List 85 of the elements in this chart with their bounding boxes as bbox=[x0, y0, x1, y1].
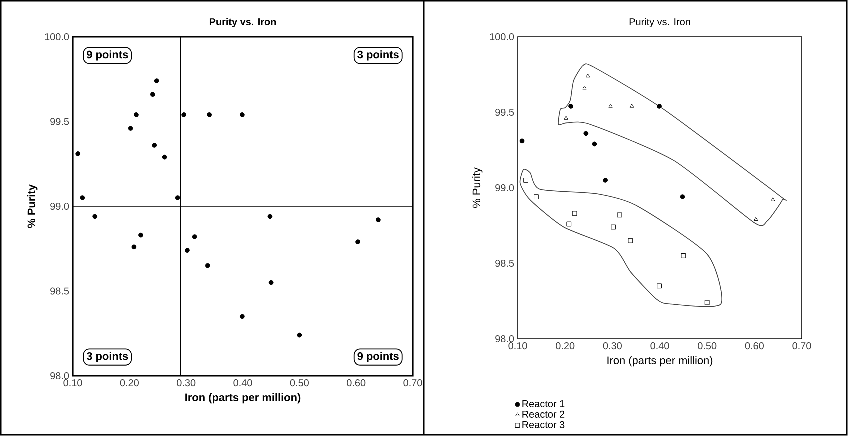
x-tick-label: 0.20 bbox=[120, 380, 139, 387]
x-tick-label: 0.40 bbox=[650, 342, 670, 350]
y-axis-title: % Purity bbox=[28, 184, 38, 228]
chart-title: Purity vs. Iron bbox=[630, 18, 690, 28]
point bbox=[152, 143, 158, 148]
point bbox=[534, 194, 539, 200]
point bbox=[770, 198, 776, 202]
point bbox=[584, 131, 589, 136]
point bbox=[657, 284, 662, 289]
point bbox=[162, 154, 168, 160]
point bbox=[268, 280, 274, 286]
point bbox=[356, 240, 360, 245]
point bbox=[80, 196, 86, 200]
annotation: 9 points bbox=[358, 352, 399, 362]
x-tick-label: 0.60 bbox=[347, 380, 366, 387]
y-tick-label: 98.5 bbox=[496, 260, 514, 268]
point bbox=[138, 232, 144, 238]
point bbox=[568, 104, 574, 109]
point bbox=[611, 224, 616, 230]
point bbox=[586, 74, 590, 78]
y-tick-label: 99.0 bbox=[50, 202, 70, 210]
x-tick-label: 0.10 bbox=[508, 342, 528, 350]
point bbox=[564, 116, 568, 120]
y-tick-label: 98.0 bbox=[50, 372, 70, 380]
point bbox=[205, 263, 210, 268]
point bbox=[268, 214, 273, 220]
point bbox=[520, 138, 525, 144]
x-tick-label: 0.70 bbox=[792, 342, 812, 350]
point bbox=[92, 214, 98, 220]
point bbox=[524, 178, 528, 183]
point bbox=[754, 217, 758, 222]
x-tick-label: 0.40 bbox=[234, 380, 252, 387]
point bbox=[128, 126, 134, 131]
x-tick-label: 0.60 bbox=[745, 342, 764, 350]
legend-label: Reactor 1 bbox=[522, 400, 565, 408]
x-tick-label: 0.50 bbox=[698, 342, 717, 350]
annotation: 9 points bbox=[87, 50, 128, 61]
point bbox=[154, 78, 160, 84]
point bbox=[175, 196, 180, 200]
point bbox=[704, 300, 710, 306]
point bbox=[185, 248, 190, 254]
point bbox=[566, 222, 572, 227]
point bbox=[297, 332, 302, 338]
x-tick-label: 0.50 bbox=[290, 380, 309, 387]
x-tick-label: 0.30 bbox=[603, 342, 622, 350]
point bbox=[376, 218, 381, 222]
x-tick-label: 0.30 bbox=[177, 380, 196, 387]
point bbox=[608, 104, 613, 108]
legend-label: Reactor 3 bbox=[522, 421, 565, 428]
y-tick-label: 99.0 bbox=[496, 184, 514, 192]
point bbox=[628, 238, 634, 244]
point bbox=[76, 152, 81, 156]
annotation: 3 points bbox=[358, 50, 399, 61]
y-tick-label: 98.5 bbox=[50, 288, 70, 295]
x-tick-label: 0.70 bbox=[404, 380, 422, 387]
chart-title: Purity vs. Iron bbox=[210, 18, 276, 28]
x-tick-label: 0.20 bbox=[556, 342, 575, 350]
x-axis-title: Iron (parts per million) bbox=[608, 356, 713, 367]
point bbox=[630, 104, 634, 108]
annotation: 3 points bbox=[86, 352, 128, 362]
y-axis-title: % Purity bbox=[472, 168, 483, 208]
y-tick-label: 99.5 bbox=[496, 108, 514, 116]
point bbox=[572, 211, 578, 216]
point bbox=[132, 244, 137, 250]
y-tick-label: 99.5 bbox=[50, 118, 70, 126]
point bbox=[657, 104, 662, 109]
y-tick-label: 98.0 bbox=[496, 335, 514, 343]
x-tick-label: 0.10 bbox=[64, 380, 82, 387]
point bbox=[603, 178, 608, 183]
point bbox=[681, 254, 686, 258]
legend-label: Reactor 2 bbox=[522, 410, 565, 418]
point bbox=[240, 112, 245, 118]
point bbox=[192, 234, 198, 240]
point bbox=[207, 112, 212, 118]
point bbox=[150, 92, 156, 98]
point bbox=[592, 142, 598, 147]
point bbox=[680, 194, 686, 200]
y-tick-label: 100.0 bbox=[45, 33, 70, 41]
point bbox=[617, 212, 622, 218]
point bbox=[182, 112, 187, 118]
point bbox=[134, 112, 139, 118]
y-tick-label: 100.0 bbox=[490, 33, 514, 41]
point bbox=[582, 86, 587, 90]
point bbox=[240, 314, 245, 320]
x-axis-title: Iron (parts per million) bbox=[186, 393, 301, 404]
